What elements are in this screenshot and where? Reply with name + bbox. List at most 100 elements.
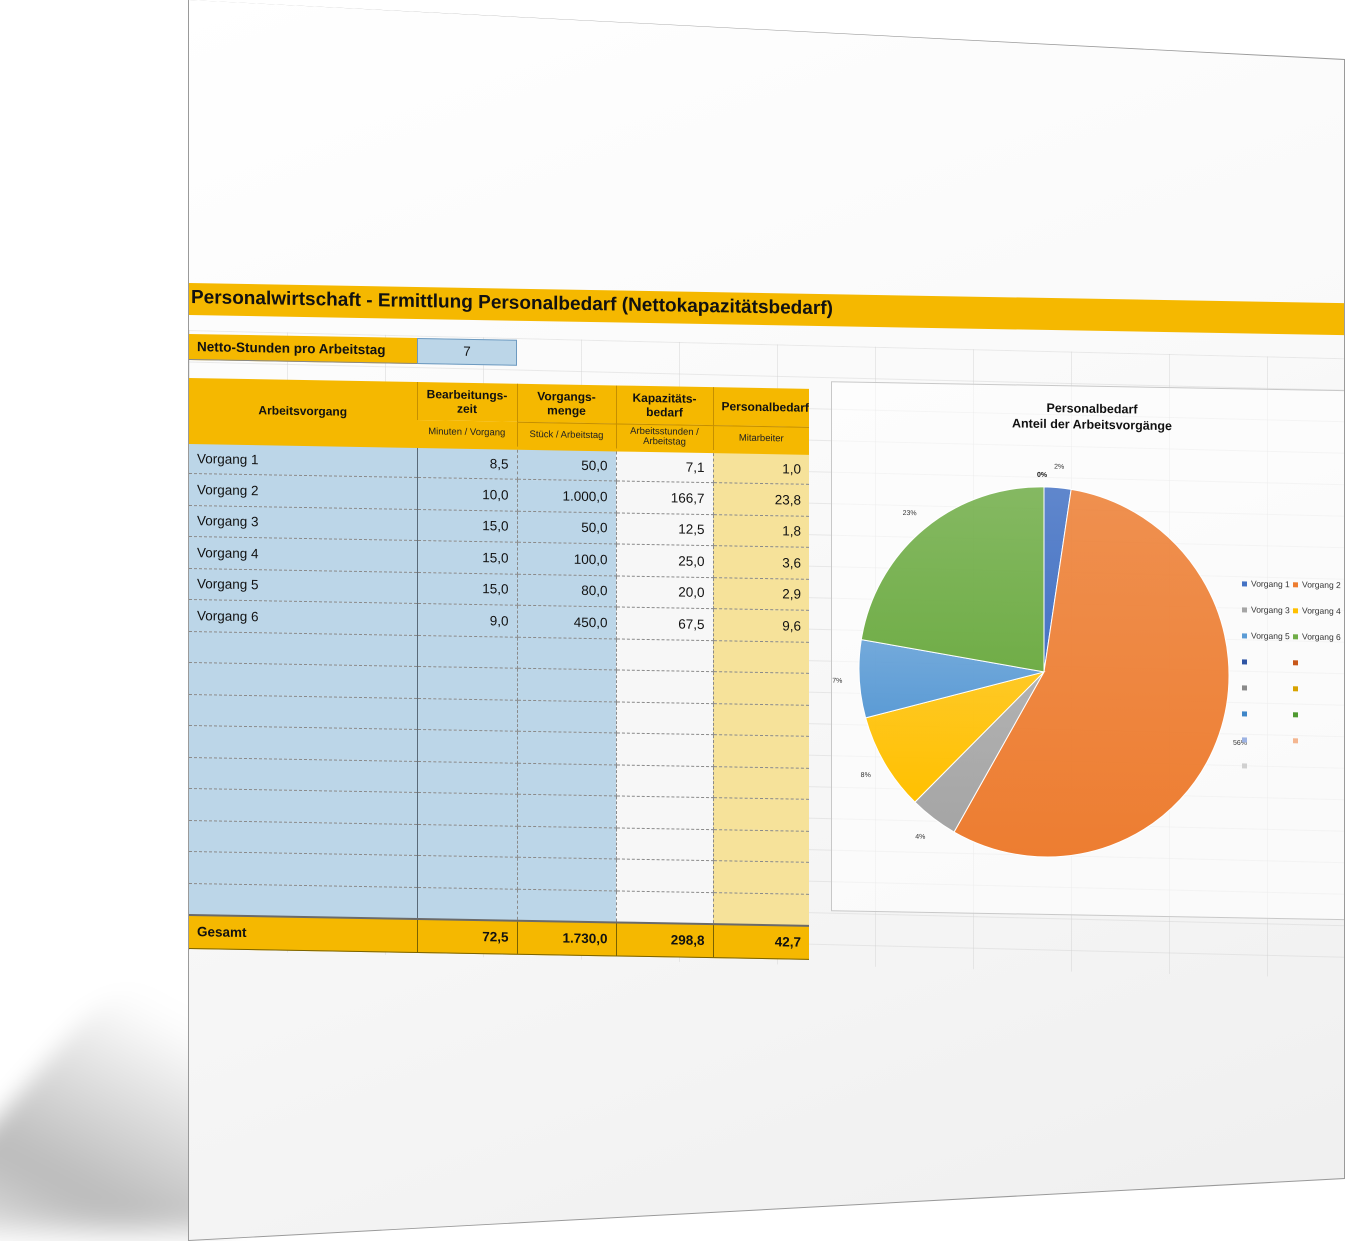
cell-bearbeitungszeit[interactable] [417, 697, 517, 732]
legend-swatch [1293, 659, 1298, 665]
pie-label-6: 23% [903, 510, 917, 517]
cell-bearbeitungszeit[interactable]: 10,0 [417, 477, 517, 511]
cell-bearbeitungszeit[interactable] [417, 886, 517, 921]
cell-arbeitsvorgang[interactable] [189, 788, 417, 824]
cell-bearbeitungszeit[interactable]: 15,0 [417, 540, 517, 574]
cell-arbeitsvorgang[interactable] [189, 820, 417, 856]
capacity-table: Arbeitsvorgang Bearbeitungs-zeit Vorgang… [189, 378, 809, 960]
total-label: Gesamt [189, 914, 417, 953]
cell-vorgangsmenge[interactable]: 100,0 [517, 542, 616, 576]
cell-personalbedarf: 1,8 [713, 514, 809, 548]
cell-kapazitaetsbedarf [616, 858, 713, 893]
cell-personalbedarf: 3,6 [713, 545, 809, 579]
legend-swatch [1242, 762, 1247, 768]
column-header-arbeitsvorgang: Arbeitsvorgang [189, 378, 417, 446]
legend-item [1242, 707, 1293, 720]
cell-arbeitsvorgang[interactable]: Vorgang 5 [189, 568, 417, 604]
column-header-kapazitaetsbedarf: Kapazitäts-bedarf [616, 385, 713, 426]
cell-personalbedarf: 9,6 [713, 608, 809, 642]
pie-label-5: 7% [832, 678, 842, 685]
legend-item [1293, 656, 1344, 669]
pie-slice-6[interactable] [860, 484, 1045, 673]
legend-label: Vorgang 2 [1302, 579, 1341, 591]
cell-arbeitsvorgang[interactable] [189, 662, 417, 698]
unit-stueck: Stück / Arbeitstag [517, 421, 616, 450]
legend-item: Vorgang 3 [1242, 603, 1293, 616]
cell-bearbeitungszeit[interactable] [417, 634, 517, 669]
cell-arbeitsvorgang[interactable] [189, 851, 417, 887]
cell-kapazitaetsbedarf [616, 669, 713, 704]
cell-vorgangsmenge[interactable] [517, 668, 616, 702]
cell-arbeitsvorgang[interactable] [189, 631, 417, 667]
cell-vorgangsmenge[interactable] [517, 888, 616, 922]
pie-label-2: 56% [1233, 740, 1247, 747]
cell-vorgangsmenge[interactable] [517, 731, 616, 765]
cell-bearbeitungszeit[interactable] [417, 666, 517, 700]
legend-swatch [1242, 632, 1247, 638]
legend-item [1242, 655, 1293, 668]
legend-swatch [1293, 685, 1298, 691]
cell-bearbeitungszeit[interactable] [417, 823, 517, 858]
pie-label-4: 8% [861, 772, 871, 779]
cell-bearbeitungszeit[interactable] [417, 760, 517, 795]
cell-bearbeitungszeit[interactable]: 15,0 [417, 508, 517, 543]
cell-arbeitsvorgang[interactable]: Vorgang 3 [189, 505, 417, 541]
pie-slice-4[interactable] [865, 669, 1046, 805]
cell-arbeitsvorgang[interactable]: Vorgang 1 [189, 442, 417, 478]
cell-personalbedarf [713, 860, 809, 894]
legend-label: Vorgang 3 [1251, 604, 1290, 616]
cell-bearbeitungszeit[interactable]: 15,0 [417, 571, 517, 606]
cell-kapazitaetsbedarf [616, 701, 713, 735]
legend-item [1242, 681, 1293, 694]
netto-hours-input[interactable]: 7 [417, 337, 517, 366]
cell-arbeitsvorgang[interactable]: Vorgang 2 [189, 473, 417, 509]
cell-bearbeitungszeit[interactable]: 9,0 [417, 603, 517, 637]
legend-label: Vorgang 4 [1302, 605, 1341, 617]
cell-arbeitsvorgang[interactable] [189, 757, 417, 793]
cell-vorgangsmenge[interactable] [517, 857, 616, 891]
cell-vorgangsmenge[interactable]: 50,0 [517, 510, 616, 544]
cell-kapazitaetsbedarf: 12,5 [616, 512, 713, 546]
cell-personalbedarf [713, 734, 809, 768]
column-header-personalbedarf: Personalbedarf [713, 387, 809, 427]
total-bearbeitungszeit: 72,5 [417, 918, 517, 955]
unit-minuten: Minuten / Vorgang [417, 419, 517, 448]
cell-personalbedarf [713, 703, 809, 737]
cell-vorgangsmenge[interactable] [517, 825, 616, 859]
legend-label: Vorgang 1 [1251, 578, 1290, 590]
cell-vorgangsmenge[interactable]: 80,0 [517, 573, 616, 607]
cell-kapazitaetsbedarf [616, 764, 713, 798]
pie-slice-2[interactable] [953, 487, 1230, 860]
cell-vorgangsmenge[interactable] [517, 794, 616, 828]
pie-chart[interactable]: Personalbedarf Anteil der Arbeitsvorgäng… [831, 381, 1344, 921]
cell-vorgangsmenge[interactable]: 1.000,0 [517, 479, 616, 513]
legend-swatch [1293, 633, 1298, 639]
cell-vorgangsmenge[interactable]: 50,0 [517, 447, 616, 481]
cell-arbeitsvorgang[interactable] [189, 725, 417, 761]
cell-personalbedarf [713, 671, 809, 705]
cell-vorgangsmenge[interactable]: 450,0 [517, 605, 616, 639]
pie-label-1: 2% [1054, 464, 1064, 471]
cell-arbeitsvorgang[interactable]: Vorgang 6 [189, 599, 417, 635]
column-header-vorgangsmenge: Vorgangs-menge [517, 383, 616, 424]
cell-vorgangsmenge[interactable] [517, 636, 616, 670]
table-body: Vorgang 1 8,5 50,0 7,1 1,0 Vorgang 2 10,0 1.000… [189, 442, 809, 926]
legend-swatch [1242, 658, 1247, 664]
column-header-bearbeitungszeit: Bearbeitungs-zeit [417, 381, 517, 422]
cell-kapazitaetsbedarf: 25,0 [616, 543, 713, 578]
cell-arbeitsvorgang[interactable]: Vorgang 4 [189, 536, 417, 572]
cell-personalbedarf [713, 829, 809, 863]
legend-swatch [1242, 580, 1247, 586]
cell-bearbeitungszeit[interactable] [417, 855, 517, 889]
legend-swatch [1293, 711, 1298, 717]
legend-swatch [1242, 710, 1247, 716]
cell-bearbeitungszeit[interactable]: 8,5 [417, 445, 517, 480]
cell-bearbeitungszeit[interactable] [417, 792, 517, 826]
cell-bearbeitungszeit[interactable] [417, 729, 517, 763]
pie-label-3: 4% [915, 834, 925, 841]
cell-arbeitsvorgang[interactable] [189, 883, 417, 919]
cell-vorgangsmenge[interactable] [517, 699, 616, 733]
cell-kapazitaetsbedarf [616, 890, 713, 924]
cell-arbeitsvorgang[interactable] [189, 694, 417, 730]
cell-vorgangsmenge[interactable] [517, 762, 616, 796]
